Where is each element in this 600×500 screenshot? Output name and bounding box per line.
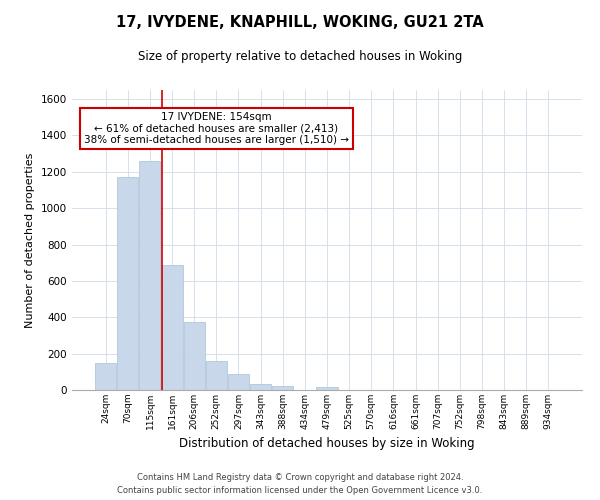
Text: 17 IVYDENE: 154sqm
← 61% of detached houses are smaller (2,413)
38% of semi-deta: 17 IVYDENE: 154sqm ← 61% of detached hou… xyxy=(84,112,349,145)
Y-axis label: Number of detached properties: Number of detached properties xyxy=(25,152,35,328)
Bar xyxy=(139,161,160,390)
Text: Size of property relative to detached houses in Woking: Size of property relative to detached ho… xyxy=(138,50,462,63)
Text: 17, IVYDENE, KNAPHILL, WOKING, GU21 2TA: 17, IVYDENE, KNAPHILL, WOKING, GU21 2TA xyxy=(116,15,484,30)
Bar xyxy=(228,374,249,390)
Text: Contains HM Land Registry data © Crown copyright and database right 2024.: Contains HM Land Registry data © Crown c… xyxy=(137,474,463,482)
Bar xyxy=(316,388,338,390)
X-axis label: Distribution of detached houses by size in Woking: Distribution of detached houses by size … xyxy=(179,438,475,450)
Bar xyxy=(184,322,205,390)
Bar xyxy=(161,264,182,390)
Bar xyxy=(118,178,139,390)
Text: Contains public sector information licensed under the Open Government Licence v3: Contains public sector information licen… xyxy=(118,486,482,495)
Bar xyxy=(272,386,293,390)
Bar xyxy=(206,361,227,390)
Bar xyxy=(95,362,116,390)
Bar xyxy=(250,384,271,390)
